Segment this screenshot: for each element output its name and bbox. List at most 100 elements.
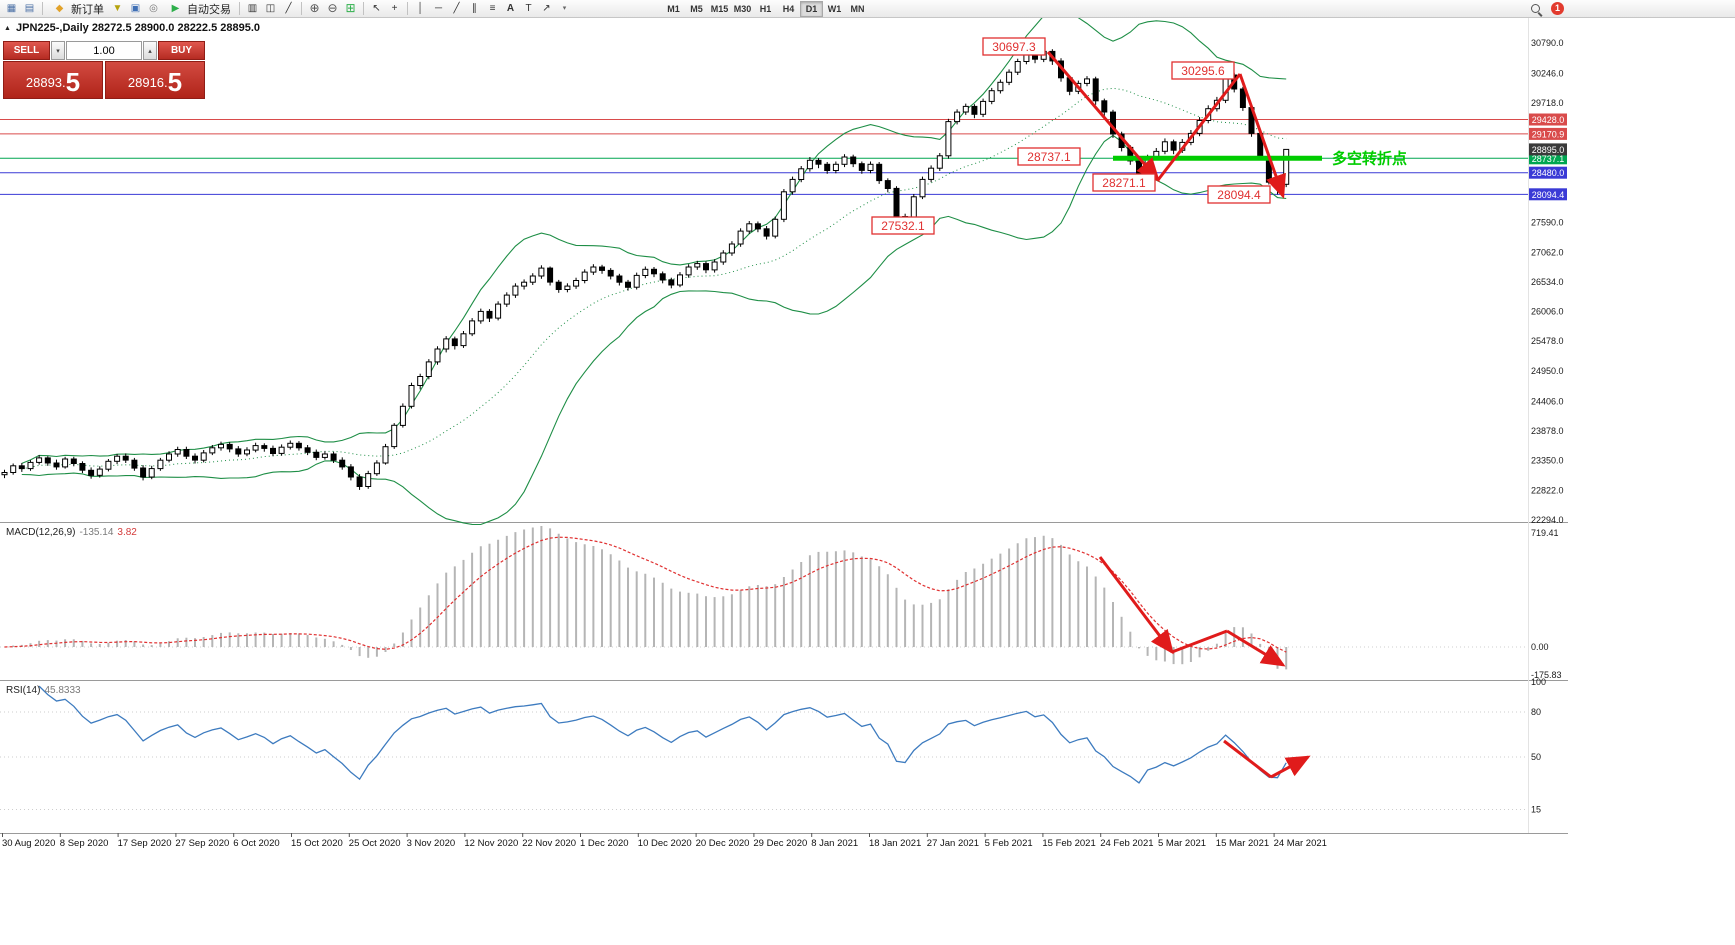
trend-arrow-segment[interactable]: [1098, 556, 1174, 655]
level-price-tag: 29428.0: [1529, 113, 1567, 126]
price-annotation[interactable]: 30295.6: [1171, 61, 1235, 80]
level-price-tag: 29170.9: [1529, 127, 1567, 140]
svg-text:24950.0: 24950.0: [1531, 366, 1564, 376]
trend-arrow-segment[interactable]: [1046, 51, 1160, 183]
macd-axis[interactable]: 719.41 0.00 -175.83: [1531, 528, 1562, 680]
new-order-label: 新订单: [71, 3, 104, 16]
timeframe-m30[interactable]: M30: [733, 3, 752, 14]
svg-text:29170.9: 29170.9: [1532, 129, 1565, 139]
svg-text:22294.0: 22294.0: [1531, 515, 1564, 525]
trend-arrow-segment[interactable]: [1156, 73, 1242, 181]
auto-trading-button[interactable]: ▶ 自动交易: [163, 1, 235, 16]
timeframe-m5[interactable]: M5: [690, 3, 703, 14]
price-annotation[interactable]: 28094.4: [1207, 185, 1271, 204]
price-annotations[interactable]: 30697.3 30295.6 28737.1 28271.1 28094.4 27532…: [871, 37, 1271, 235]
svg-text:20 Dec 2020: 20 Dec 2020: [696, 838, 750, 849]
svg-text:27062.0: 27062.0: [1531, 247, 1564, 257]
svg-text:80: 80: [1531, 707, 1541, 717]
svg-text:24 Feb 2021: 24 Feb 2021: [1100, 838, 1153, 849]
buy-button[interactable]: BUY: [158, 41, 205, 60]
text-label-icon[interactable]: T: [525, 3, 532, 14]
new-order-button[interactable]: ◆ 新订单: [47, 1, 108, 16]
fibonacci-icon[interactable]: ≡: [489, 3, 496, 14]
timeframe-h4[interactable]: H4: [782, 3, 795, 14]
timeframe-w1[interactable]: W1: [827, 3, 842, 14]
search-icon[interactable]: [1529, 2, 1543, 16]
market-watch-icon[interactable]: ▣: [130, 3, 141, 14]
quantity-input[interactable]: 1.00: [66, 41, 142, 60]
arrow-tool-icon[interactable]: ↗: [542, 3, 551, 14]
price-annotation[interactable]: 28737.1: [1017, 147, 1081, 166]
vertical-line-icon[interactable]: │: [417, 3, 424, 14]
line-chart-icon[interactable]: ╱: [285, 3, 292, 14]
symbol-ohlc-bar: JPN225-,Daily 28272.5 28900.0 28222.5 28…: [16, 22, 261, 34]
rsi-label: RSI(14) 45.8333: [6, 685, 81, 696]
navigator-icon[interactable]: ◎: [149, 3, 158, 14]
macd-signal-value: 3.82: [117, 527, 137, 538]
toolbar-separator: [301, 2, 302, 15]
chart-profiles-icon[interactable]: ▤: [24, 3, 35, 14]
zoom-in-icon[interactable]: ⊕: [309, 1, 320, 15]
buy-price-button[interactable]: 28916. 5: [105, 61, 205, 99]
new-chart-icon[interactable]: ▦: [6, 3, 17, 14]
zoom-out-icon[interactable]: ⊖: [327, 1, 338, 15]
quantity-increase-button[interactable]: ▴: [143, 41, 157, 60]
timeframe-m1[interactable]: M1: [667, 3, 680, 14]
svg-text:12 Nov 2020: 12 Nov 2020: [464, 838, 518, 849]
macd-label: MACD(12,26,9) -135.14 3.82: [6, 527, 137, 538]
macd-name: MACD(12,26,9): [6, 527, 76, 538]
quantity-decrease-button[interactable]: ▾: [51, 41, 65, 60]
svg-text:24 Mar 2021: 24 Mar 2021: [1274, 838, 1327, 849]
crosshair-icon[interactable]: +: [391, 3, 398, 14]
svg-text:18 Jan 2021: 18 Jan 2021: [869, 838, 921, 849]
rsi-levels: [0, 711, 1528, 810]
trendline-icon[interactable]: ╱: [453, 3, 460, 14]
chart-canvas[interactable]: 多空转折点 30790.0 30246.0 29718.0 27590.0 27062.0…: [0, 18, 1568, 945]
timeframe-h1[interactable]: H1: [759, 3, 772, 14]
level-price-tag: 28480.0: [1529, 166, 1567, 179]
price-annotation[interactable]: 27532.1: [871, 216, 935, 235]
price-axis[interactable]: 30790.0 30246.0 29718.0 27590.0 27062.0 26534…: [1529, 38, 1567, 525]
sell-price-main: 28893.: [25, 75, 66, 90]
time-axis[interactable]: 30 Aug 2020 8 Sep 2020 17 Sep 2020 27 Sep 2…: [2, 833, 1327, 849]
arrow-tool-caret-icon[interactable]: ▾: [562, 5, 567, 12]
svg-text:25478.0: 25478.0: [1531, 336, 1564, 346]
timeframe-d1[interactable]: D1: [800, 0, 823, 17]
tile-windows-icon[interactable]: ⊞: [345, 1, 356, 15]
svg-text:23878.0: 23878.0: [1531, 426, 1564, 436]
timeframe-group: M1 M5 M15 M30 H1 H4 D1 W1 MN: [662, 0, 869, 17]
candlestick-chart-icon[interactable]: ◫: [265, 3, 276, 14]
svg-text:28094.4: 28094.4: [1217, 188, 1261, 202]
horizontal-line-icon[interactable]: ─: [434, 3, 443, 14]
trend-arrow-segment[interactable]: [1171, 629, 1228, 654]
sell-button[interactable]: SELL: [3, 41, 50, 60]
one-click-trade-panel: SELL ▾ 1.00 ▴ BUY 28893. 5 28916. 5: [3, 41, 205, 99]
equidistant-channel-icon[interactable]: ∥: [472, 3, 477, 14]
trend-arrow-segment[interactable]: [1226, 629, 1286, 667]
svg-text:50: 50: [1531, 752, 1541, 762]
bar-chart-icon[interactable]: ▥: [247, 3, 258, 14]
svg-text:30 Aug 2020: 30 Aug 2020: [2, 838, 55, 849]
trend-arrows[interactable]: [1046, 51, 1311, 779]
price-annotation[interactable]: 30697.3: [982, 37, 1046, 56]
cursor-icon[interactable]: ↖: [372, 3, 381, 14]
sell-price-button[interactable]: 28893. 5: [3, 61, 103, 99]
timeframe-m15[interactable]: M15: [710, 3, 729, 14]
indicators-list-icon[interactable]: ▼: [112, 3, 123, 14]
macd-histogram: [12, 526, 1288, 670]
price-annotation[interactable]: 28271.1: [1092, 173, 1156, 192]
trade-panel-toggle-icon[interactable]: ▲: [4, 25, 11, 32]
toolbar-separator: [42, 2, 43, 15]
svg-text:15 Mar 2021: 15 Mar 2021: [1216, 838, 1269, 849]
svg-text:8 Jan 2021: 8 Jan 2021: [811, 838, 858, 849]
chart-window: 多空转折点 30790.0 30246.0 29718.0 27590.0 27062.0…: [0, 18, 1735, 945]
notification-badge[interactable]: 1: [1551, 2, 1564, 15]
rsi-axis[interactable]: 100 80 50 15: [1531, 677, 1546, 815]
timeframe-mn[interactable]: MN: [850, 3, 865, 14]
text-icon[interactable]: A: [506, 3, 515, 14]
trend-arrow-segment[interactable]: [1270, 755, 1311, 779]
new-order-icon: ◆: [55, 3, 64, 14]
trend-arrow-segment[interactable]: [1223, 739, 1272, 779]
trend-arrow-segment[interactable]: [1238, 73, 1286, 199]
svg-text:15 Oct 2020: 15 Oct 2020: [291, 838, 343, 849]
